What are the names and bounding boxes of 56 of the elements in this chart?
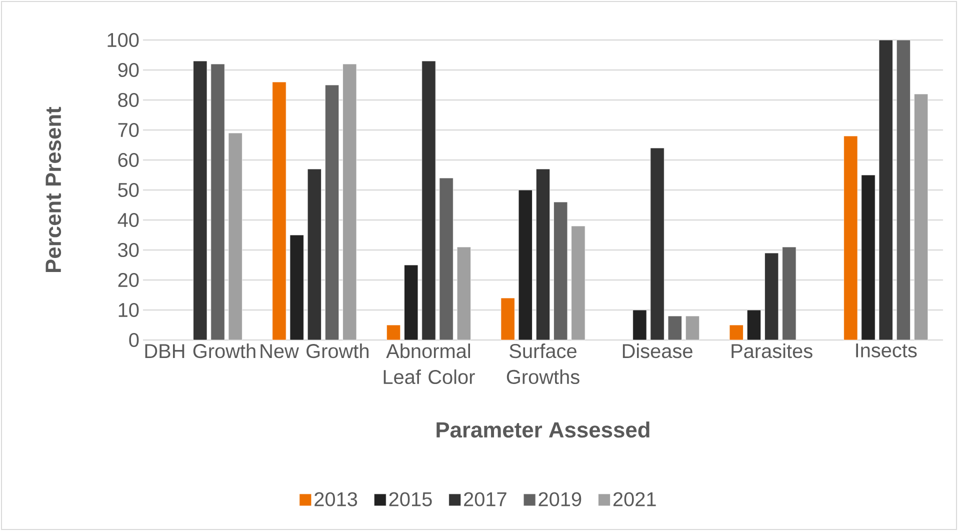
bar: [554, 202, 568, 340]
bar: [668, 316, 682, 340]
bar: [272, 82, 286, 340]
bar: [342, 64, 357, 340]
bar: [896, 40, 911, 340]
bar: [632, 310, 647, 340]
bar: [685, 316, 700, 340]
bar: [914, 94, 928, 340]
y-axis-title: Percent Present: [46, 106, 62, 272]
x-tick-label: Parasites: [732, 344, 812, 358]
bar: [878, 40, 893, 340]
bar: [193, 60, 208, 340]
x-tick-label: DBH Growth: [145, 344, 256, 358]
legend-label: 2021: [613, 492, 656, 506]
legend-label: 2015: [389, 492, 432, 506]
y-tick-label: 40: [118, 212, 139, 228]
bar: [764, 252, 779, 340]
bar: [650, 148, 664, 340]
bar: [518, 190, 532, 340]
bar: [290, 234, 304, 340]
bar: [861, 174, 876, 340]
y-tick-label: 100: [108, 32, 139, 48]
y-tick-label: 30: [118, 242, 139, 258]
bar: [729, 324, 744, 340]
y-tick-label: 10: [118, 302, 139, 318]
y-tick-label: 60: [118, 152, 139, 168]
x-tick-label: Disease: [622, 344, 692, 358]
legend-label: 2019: [538, 492, 582, 506]
bar: [746, 310, 762, 340]
bar: [456, 246, 471, 340]
x-tick-label: Insects: [856, 344, 917, 358]
x-axis-title: Parameter Assessed: [436, 422, 650, 438]
x-tick-label: Abnormal Leaf Color: [384, 344, 475, 384]
x-tick-label: New Growth: [260, 344, 368, 358]
y-tick-label: 70: [118, 122, 139, 138]
y-tick-label: 50: [118, 182, 139, 198]
bar: [536, 168, 550, 340]
y-tick-label: 0: [129, 332, 139, 348]
y-tick-label: 90: [118, 62, 139, 78]
bar: [324, 84, 340, 340]
bar: [307, 168, 322, 340]
bar: [422, 60, 436, 340]
y-tick-label: 80: [118, 92, 139, 108]
bar: [500, 298, 515, 340]
x-tick-label: Surface Growths: [506, 344, 580, 384]
legend-label: 2017: [464, 492, 506, 506]
bar: [386, 324, 401, 340]
legend-label: 2013: [314, 492, 358, 506]
bar: [782, 246, 796, 340]
bar: [571, 226, 586, 340]
bar: [210, 64, 225, 340]
bar: [228, 132, 242, 340]
y-tick-label: 20: [118, 272, 139, 288]
bar: [439, 178, 454, 340]
bar: [844, 136, 858, 340]
bar: [404, 264, 418, 340]
